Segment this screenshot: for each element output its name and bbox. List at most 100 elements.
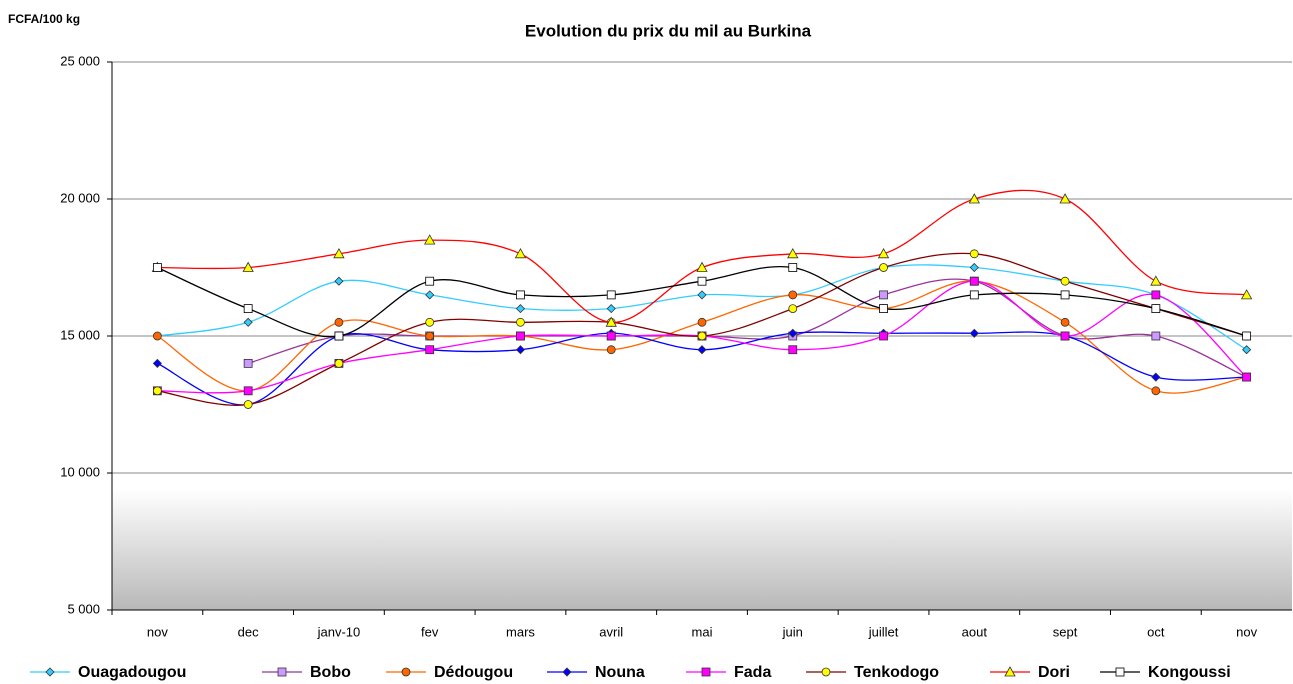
marker (515, 345, 526, 355)
legend-label: Dédougou (434, 664, 513, 681)
marker (606, 345, 616, 355)
marker (514, 247, 527, 259)
marker (242, 261, 254, 272)
marker (1150, 275, 1162, 286)
marker (697, 290, 707, 300)
marker (697, 276, 707, 286)
marker (516, 290, 525, 300)
x-tick-label: aout (962, 624, 988, 639)
marker (969, 290, 979, 300)
x-tick-label: nov (147, 624, 168, 639)
marker (696, 261, 708, 272)
x-tick-label: janv-10 (317, 624, 361, 639)
x-tick-label: juin (782, 624, 803, 639)
marker (1060, 276, 1070, 286)
marker (1115, 667, 1125, 677)
marker (1242, 331, 1252, 341)
marker (697, 331, 707, 341)
marker (787, 247, 799, 259)
marker (605, 316, 617, 327)
marker (821, 667, 831, 677)
legend-label: Ouagadougou (78, 664, 186, 681)
marker (1151, 386, 1161, 396)
marker (516, 317, 525, 327)
marker (1242, 372, 1252, 382)
marker (243, 304, 253, 314)
marker (243, 386, 253, 396)
marker (788, 328, 798, 338)
marker (425, 317, 435, 327)
marker (1242, 345, 1252, 355)
marker (425, 276, 435, 286)
marker (788, 304, 798, 314)
marker (1059, 193, 1071, 204)
marker (1060, 317, 1070, 327)
marker (969, 276, 979, 286)
marker (1004, 666, 1016, 677)
marker (152, 331, 162, 341)
x-tick-label: juillet (868, 624, 899, 639)
marker (1060, 290, 1070, 300)
x-tick-label: sept (1053, 624, 1078, 639)
y-tick-label: 20 000 (60, 190, 100, 205)
marker (969, 262, 979, 273)
marker (1151, 331, 1161, 341)
marker (425, 331, 435, 341)
marker (334, 276, 344, 286)
marker (424, 234, 436, 245)
marker (968, 193, 980, 204)
marker (401, 667, 411, 677)
marker (879, 263, 888, 272)
marker (788, 345, 798, 355)
legend-label: Kongoussi (1148, 664, 1231, 681)
marker (606, 304, 616, 314)
marker (562, 667, 572, 677)
x-tick-label: dec (238, 624, 259, 639)
marker (697, 317, 707, 327)
marker (969, 249, 979, 259)
marker (1240, 289, 1253, 300)
y-tick-label: 25 000 (60, 53, 100, 68)
marker (516, 331, 525, 341)
marker (515, 304, 526, 314)
y-axis-label: FCFA/100 kg (8, 12, 80, 26)
legend-label: Nouna (595, 664, 645, 681)
marker (152, 263, 162, 272)
marker (877, 247, 890, 259)
x-tick-label: nov (1236, 624, 1257, 639)
marker (879, 290, 888, 300)
marker (334, 317, 344, 327)
legend-label: Tenkodogo (854, 664, 939, 681)
marker (788, 263, 798, 272)
marker (334, 331, 344, 341)
legend-label: Bobo (310, 664, 351, 681)
marker (879, 304, 888, 314)
marker (606, 290, 616, 300)
marker (606, 331, 616, 341)
y-tick-label: 10 000 (60, 464, 100, 479)
y-tick-label: 15 000 (60, 327, 100, 342)
marker (1151, 372, 1161, 382)
marker (243, 400, 253, 409)
marker (152, 358, 162, 368)
x-tick-label: mai (692, 624, 713, 639)
legend-label: Dori (1038, 664, 1070, 681)
marker (333, 247, 345, 259)
legend-label: Fada (734, 664, 771, 681)
marker (788, 290, 798, 300)
marker (1151, 290, 1161, 300)
marker (1060, 331, 1070, 341)
x-tick-label: fev (421, 624, 439, 639)
marker (243, 317, 253, 327)
marker (1151, 304, 1161, 314)
marker (969, 328, 979, 338)
marker (425, 290, 435, 300)
marker (334, 358, 344, 368)
marker (879, 331, 888, 341)
marker (152, 386, 162, 396)
x-tick-label: avril (599, 624, 623, 639)
marker (277, 667, 287, 677)
y-tick-label: 5 000 (67, 601, 100, 616)
marker (425, 345, 435, 355)
